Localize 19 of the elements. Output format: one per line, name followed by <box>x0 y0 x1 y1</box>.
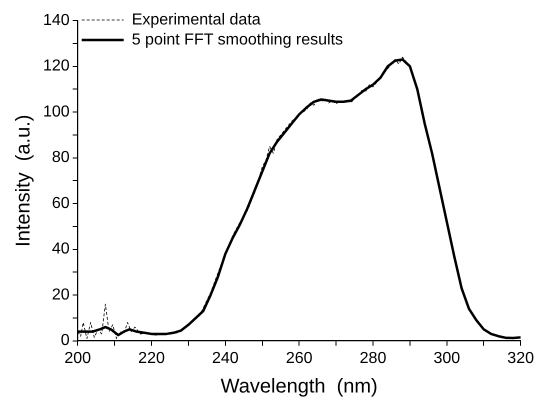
y-tick-label: 100 <box>42 103 70 120</box>
x-axis-title: Wavelength (nm) <box>220 376 378 398</box>
y-tick-label: 140 <box>42 12 70 30</box>
y-axis-title: Intensity (a.u.) <box>12 114 35 247</box>
legend-label: Experimental data <box>132 11 261 28</box>
x-tick-label: 220 <box>138 350 165 367</box>
y-tick-label: 80 <box>52 149 70 166</box>
y-tick-label: 120 <box>42 58 70 75</box>
y-tick-label: 60 <box>52 194 70 212</box>
x-tick-label: 320 <box>507 350 534 367</box>
x-tick-label: 260 <box>286 350 313 367</box>
y-tick-label: 40 <box>52 240 70 258</box>
x-tick-label: 240 <box>212 350 239 367</box>
y-tick-label: 20 <box>52 286 70 304</box>
legend-label: 5 point FFT smoothing results <box>132 31 344 48</box>
x-tick-label: 200 <box>64 350 92 367</box>
y-tick-label: 0 <box>60 332 70 350</box>
x-tick-label: 300 <box>433 350 460 367</box>
x-tick-label: 280 <box>360 350 386 367</box>
